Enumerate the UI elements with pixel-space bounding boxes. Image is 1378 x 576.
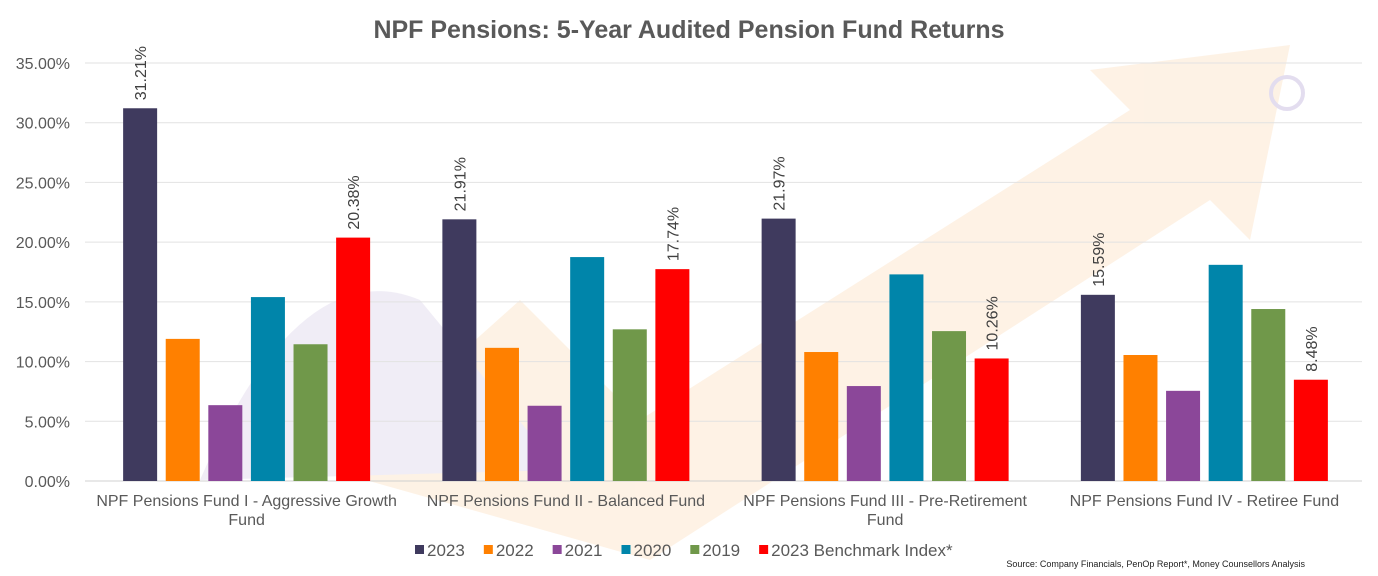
bar-2023	[761, 218, 796, 482]
legend-swatch	[759, 545, 769, 554]
legend-label: 2019	[702, 541, 740, 560]
bar-2022	[484, 347, 519, 481]
bar-2023-benchmark-index-	[1293, 379, 1328, 481]
category-label: NPF Pensions Fund III - Pre-Retirement	[743, 493, 1027, 510]
legend-label: 2021	[565, 541, 603, 560]
legend-label: 2023 Benchmark Index*	[771, 541, 953, 560]
data-label: 21.91%	[452, 157, 469, 211]
legend-swatch	[552, 545, 562, 554]
bar-2019	[932, 331, 967, 481]
source-note: Source: Company Financials, PenOp Report…	[1006, 559, 1305, 569]
y-tick-label: 0.00%	[25, 474, 70, 491]
data-label: 31.21%	[133, 46, 150, 100]
bar-2020	[889, 274, 924, 481]
legend-label: 2020	[633, 541, 671, 560]
bar-2019	[293, 344, 328, 481]
bar-2020	[570, 257, 605, 481]
y-tick-label: 5.00%	[25, 414, 70, 431]
category-label: Fund	[228, 512, 264, 529]
bar-2023-benchmark-index-	[974, 358, 1009, 481]
bar-2021	[1166, 390, 1201, 481]
bar-2023-benchmark-index-	[655, 269, 690, 481]
data-label: 20.38%	[346, 175, 363, 229]
legend-swatch	[621, 545, 631, 554]
bar-2020	[1208, 264, 1243, 481]
category-label: NPF Pensions Fund IV - Retiree Fund	[1070, 493, 1339, 510]
legend-swatch	[690, 545, 700, 554]
bar-2023-benchmark-index-	[336, 237, 371, 481]
y-tick-label: 25.00%	[16, 175, 70, 192]
legend-label: 2022	[496, 541, 534, 560]
bar-2021	[527, 405, 562, 481]
y-tick-label: 35.00%	[16, 56, 70, 73]
data-label: 21.97%	[772, 156, 789, 210]
legend-label: 2023	[427, 541, 465, 560]
bar-2019	[1251, 309, 1286, 481]
chart-title: NPF Pensions: 5-Year Audited Pension Fun…	[373, 16, 1004, 44]
bar-2019	[612, 329, 647, 481]
bar-2020	[250, 297, 285, 481]
data-label: 10.26%	[985, 296, 1002, 350]
data-label: 15.59%	[1091, 233, 1108, 287]
bar-2022	[804, 352, 839, 481]
arrow-watermark-icon	[330, 45, 1290, 560]
bar-2022	[165, 338, 200, 481]
data-label: 8.48%	[1304, 326, 1321, 371]
category-label: NPF Pensions Fund I - Aggressive Growth	[96, 493, 397, 510]
category-label: NPF Pensions Fund II - Balanced Fund	[427, 493, 705, 510]
bar-2022	[1123, 355, 1158, 481]
legend-swatch	[483, 545, 493, 554]
y-tick-label: 15.00%	[16, 295, 70, 312]
legend-swatch	[415, 545, 424, 554]
data-label: 17.74%	[665, 207, 682, 261]
bar-2021	[846, 386, 881, 481]
category-label: Fund	[867, 512, 903, 529]
y-tick-label: 30.00%	[16, 116, 70, 133]
y-tick-label: 10.00%	[16, 355, 70, 372]
bar-2021	[208, 405, 243, 481]
bar-2023	[123, 108, 158, 481]
registered-mark-icon	[1269, 75, 1305, 111]
bar-2023	[1080, 294, 1115, 481]
bar-2023	[442, 219, 477, 481]
y-tick-label: 20.00%	[16, 235, 70, 252]
